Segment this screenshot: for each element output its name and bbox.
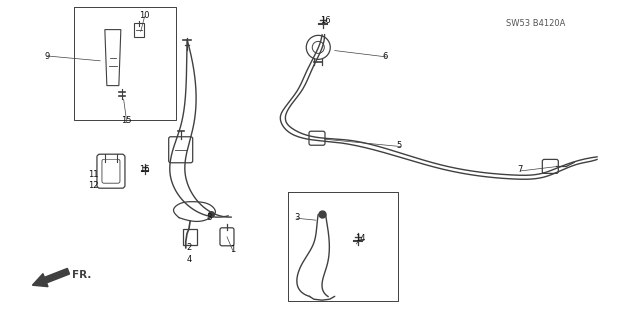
- Text: 4: 4: [186, 255, 191, 264]
- Text: 5: 5: [397, 141, 402, 150]
- Text: 16: 16: [320, 16, 330, 25]
- Text: 14: 14: [355, 234, 365, 243]
- Text: 10: 10: [139, 11, 150, 20]
- Text: 7: 7: [517, 165, 522, 174]
- Text: 1: 1: [230, 245, 235, 254]
- Text: 8: 8: [207, 213, 212, 222]
- Text: 9: 9: [45, 52, 50, 60]
- Text: 6: 6: [383, 52, 388, 60]
- FancyArrow shape: [32, 268, 70, 287]
- Text: 2: 2: [186, 244, 191, 252]
- Text: SW53 B4120A: SW53 B4120A: [506, 19, 566, 28]
- Text: 3: 3: [294, 213, 299, 222]
- Text: 12: 12: [89, 181, 99, 190]
- Text: 15: 15: [122, 116, 132, 124]
- Text: FR.: FR.: [72, 270, 92, 280]
- Text: 11: 11: [89, 170, 99, 179]
- Text: 16: 16: [139, 165, 150, 174]
